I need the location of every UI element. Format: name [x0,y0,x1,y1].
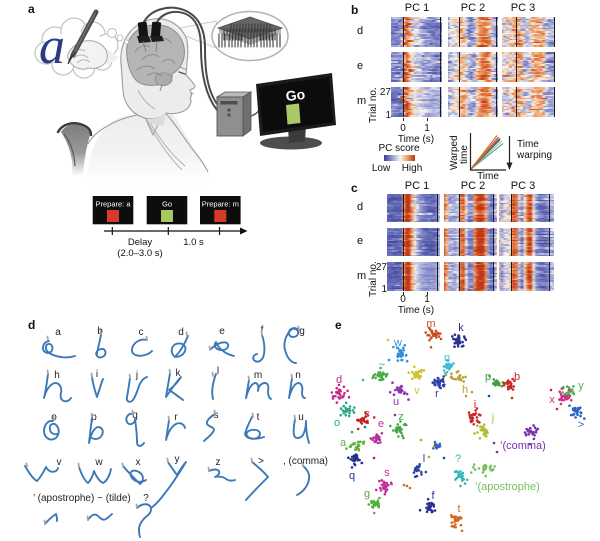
svg-text:z: z [398,411,404,423]
svg-text:w: w [94,457,103,468]
svg-text:w: w [393,337,402,349]
svg-text:Prepare: a: Prepare: a [95,200,131,209]
svg-text:h: h [462,384,468,396]
svg-text:x: x [136,457,141,468]
svg-text:’(comma): ’(comma) [500,440,546,452]
svg-text:j: j [135,370,138,381]
svg-text:Go: Go [162,200,172,209]
svg-text:a: a [340,437,347,449]
svg-text:t: t [257,412,260,423]
svg-text:(2.0–3.0 s): (2.0–3.0 s) [117,248,162,259]
svg-text:o: o [334,417,340,429]
svg-text:1.0 s: 1.0 s [183,237,204,248]
svg-text:i: i [96,369,98,380]
svg-text:c: c [364,408,370,420]
svg-text:Prepare: m: Prepare: m [202,200,239,209]
svg-text:’(apostrophe): ’(apostrophe) [475,481,540,493]
svg-text:q: q [132,410,138,421]
svg-text:n: n [444,352,450,364]
svg-text:s: s [214,410,219,421]
svg-text:q: q [349,470,355,482]
svg-text:k: k [176,368,182,379]
svg-text:p: p [485,371,491,383]
svg-text:u: u [393,396,399,408]
svg-text:n: n [295,370,301,381]
svg-text:v: v [414,385,420,397]
svg-text:r: r [174,412,178,423]
svg-text:Delay: Delay [128,237,153,248]
svg-text:’ (apostrophe) ~ (tilde): ’ (apostrophe) ~ (tilde) [33,493,131,504]
svg-text:x: x [549,394,555,406]
svg-text:>: > [578,419,584,431]
svg-text:j: j [491,412,494,424]
svg-text:m: m [426,318,435,330]
svg-text:y: y [578,380,584,392]
svg-text:y: y [175,454,180,465]
svg-text:?: ? [455,453,461,465]
svg-text:t: t [457,503,460,515]
svg-text:g: g [299,326,305,337]
svg-text:e: e [219,326,225,337]
svg-text:f: f [261,325,264,336]
svg-text:?: ? [143,493,149,504]
svg-text:a: a [55,327,61,338]
svg-text:a: a [39,18,65,75]
svg-text:s: s [384,467,390,479]
svg-text:>: > [258,456,264,467]
svg-text:g: g [364,488,370,500]
svg-text:i: i [474,399,476,411]
svg-text:k: k [458,322,464,334]
svg-text:h: h [54,370,60,381]
svg-text:Go: Go [285,86,306,104]
svg-text:u: u [298,412,304,423]
svg-text:l: l [423,453,425,465]
svg-text:m: m [254,370,262,381]
svg-text:z: z [216,457,221,468]
svg-text:l: l [217,366,219,377]
svg-text:v: v [57,457,62,468]
svg-text:d: d [336,374,342,386]
svg-text:d: d [178,327,184,338]
svg-text:b: b [514,371,520,383]
svg-text:, (comma): , (comma) [283,456,328,467]
svg-text:e: e [378,418,384,430]
svg-text:p: p [91,412,97,423]
svg-text:r: r [435,388,439,400]
svg-text:c: c [139,327,144,338]
svg-text:~: ~ [379,359,385,371]
svg-text:f: f [431,490,435,502]
